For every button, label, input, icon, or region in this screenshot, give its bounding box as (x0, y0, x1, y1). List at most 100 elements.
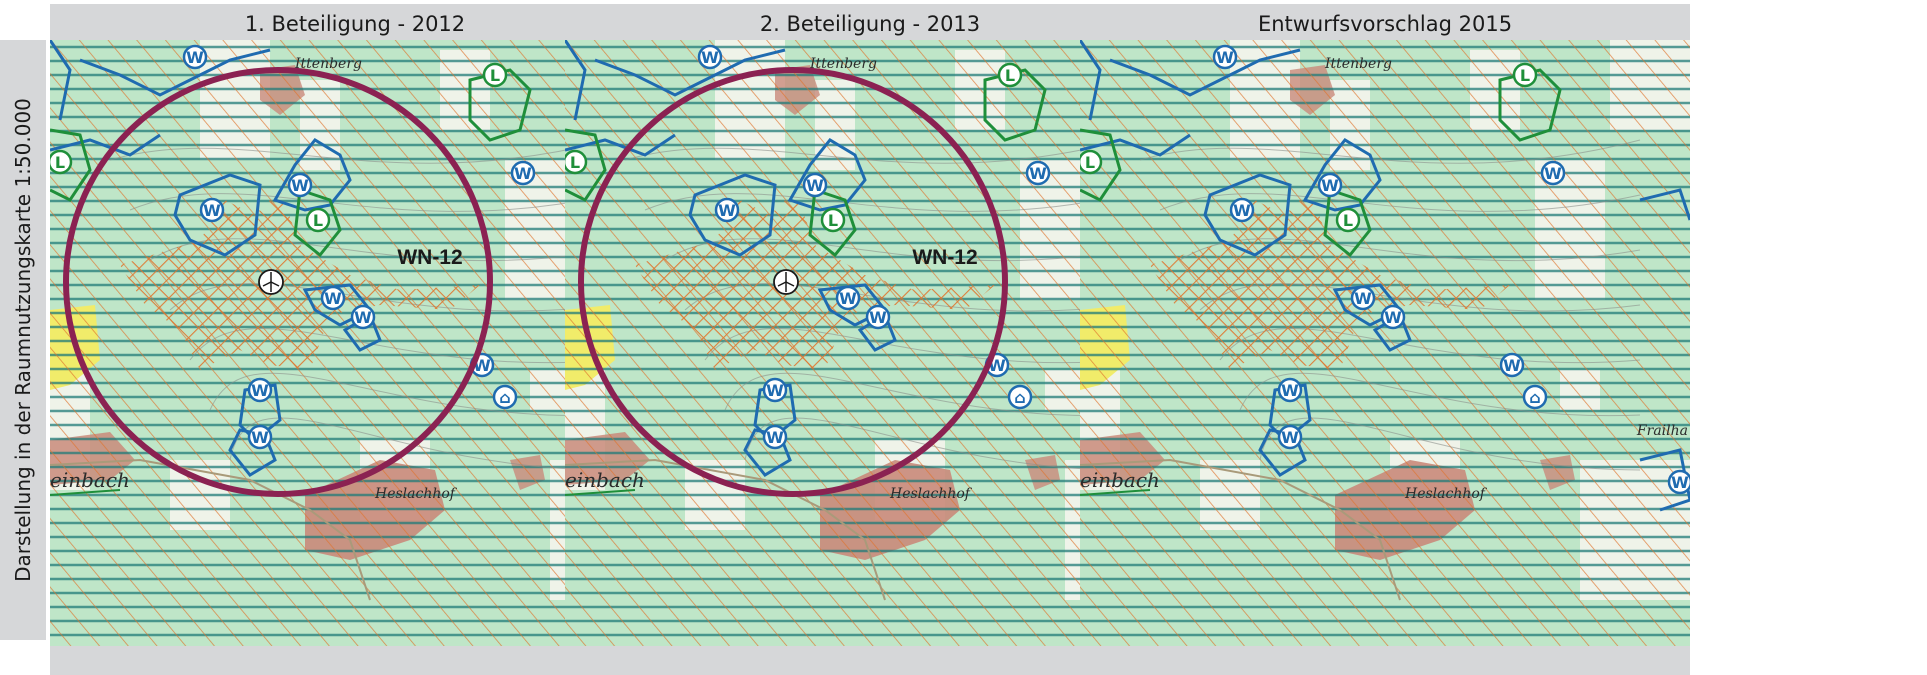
svg-text:W: W (701, 48, 719, 67)
svg-text:L: L (490, 66, 500, 85)
svg-text:W: W (869, 308, 887, 327)
water-boundary (272, 138, 352, 212)
area-label: WN-12 (397, 246, 462, 269)
water-boundary (688, 173, 777, 257)
svg-text:L: L (828, 211, 838, 230)
panel-footer (565, 646, 1175, 675)
side-label-text: Darstellung in der Raumnutzungskarte 1:5… (11, 98, 35, 582)
svg-text:W: W (186, 48, 204, 67)
landscape-icon: L (565, 149, 588, 175)
svg-text:W: W (806, 176, 824, 195)
landscape-icon: L (1080, 149, 1103, 175)
svg-text:⌂: ⌂ (499, 388, 510, 407)
water-icon: W (247, 377, 273, 403)
landscape-icon: L (820, 207, 846, 233)
water-icon: W (802, 172, 828, 198)
monument-icon: ⌂ (1522, 384, 1548, 410)
svg-text:W: W (1321, 176, 1339, 195)
svg-text:W: W (1233, 201, 1251, 220)
svg-text:W: W (718, 201, 736, 220)
svg-text:L: L (1343, 211, 1353, 230)
road (50, 489, 121, 496)
water-boundary (173, 173, 262, 257)
contour-line (1139, 139, 1641, 164)
svg-text:W: W (251, 381, 269, 400)
water-icon: W (714, 197, 740, 223)
place-name-north: Ittenberg (809, 56, 877, 72)
svg-text:W: W (1029, 164, 1047, 183)
svg-text:W: W (1216, 48, 1234, 67)
panel-title: 2. Beteiligung - 2013 (565, 4, 1175, 40)
water-icon: W (835, 285, 861, 311)
landscape-icon: L (482, 62, 508, 88)
landscape-boundary (293, 187, 342, 258)
contour-line (624, 139, 1126, 164)
water-icon: W (1540, 160, 1566, 186)
landscape-boundary (983, 68, 1047, 142)
place-name-west: einbach (1080, 468, 1160, 492)
water-icon: W (865, 304, 891, 330)
water-boundary (1080, 40, 1102, 121)
svg-text:W: W (324, 289, 342, 308)
water-icon: W (762, 424, 788, 450)
place-name-southeast: Heslachhof (889, 486, 973, 502)
place-name-east: Frailha (1636, 423, 1688, 439)
panel-title: Entwurfsvorschlag 2015 (1080, 4, 1690, 40)
water-icon: W (762, 377, 788, 403)
water-icon: W (1499, 352, 1525, 378)
concentration-circle (578, 67, 1008, 497)
water-boundary (1109, 48, 1301, 97)
place-name-southeast: Heslachhof (374, 486, 458, 502)
water-icon: W (1667, 469, 1690, 495)
svg-text:W: W (1503, 356, 1521, 375)
water-icon: W (199, 197, 225, 223)
place-name-west: einbach (50, 468, 130, 492)
side-label: Darstellung in der Raumnutzungskarte 1:5… (0, 40, 46, 640)
svg-text:L: L (55, 153, 65, 172)
svg-text:⌂: ⌂ (1014, 388, 1025, 407)
svg-text:⌂: ⌂ (1529, 388, 1540, 407)
svg-text:L: L (313, 211, 323, 230)
contour-line (209, 372, 611, 417)
contour-line (109, 139, 611, 164)
area-label: WN-12 (912, 246, 977, 269)
panel-title: 1. Beteiligung - 2012 (50, 4, 660, 40)
svg-text:W: W (203, 201, 221, 220)
landscape-boundary (565, 128, 607, 202)
road (565, 489, 636, 496)
water-icon: W (287, 172, 313, 198)
landscape-icon: L (997, 62, 1023, 88)
water-icon: W (350, 304, 376, 330)
panel-footer (1080, 646, 1690, 675)
svg-text:W: W (1281, 428, 1299, 447)
water-boundary (50, 133, 161, 157)
svg-text:W: W (839, 289, 857, 308)
concentration-circle (63, 67, 493, 497)
svg-text:W: W (1671, 473, 1689, 492)
water-boundary (565, 133, 676, 157)
monument-icon: ⌂ (492, 384, 518, 410)
water-icon: W (1212, 44, 1238, 70)
contour-line (724, 372, 1126, 417)
map-panel: WLWWLLWWWWWWW⌂IttenbergHeslachhofeinbach… (50, 40, 660, 646)
landscape-icon: L (1512, 62, 1538, 88)
water-icon: W (1025, 160, 1051, 186)
svg-text:L: L (1520, 66, 1530, 85)
svg-text:W: W (354, 308, 372, 327)
svg-text:W: W (766, 381, 784, 400)
water-icon: W (1277, 377, 1303, 403)
place-name-north: Ittenberg (294, 56, 362, 72)
svg-text:L: L (1085, 153, 1095, 172)
panel-2013: 2. Beteiligung - 2013 WLWWLLWWWWWWW⌂Itte… (565, 0, 1175, 675)
water-icon: W (320, 285, 346, 311)
wind-turbine-icon (258, 269, 284, 295)
water-boundary (1080, 133, 1191, 157)
monument-icon: ⌂ (1007, 384, 1033, 410)
landscape-boundary (50, 128, 92, 202)
map-svg: WLWWLLWWWWWWW⌂IttenbergHeslachhofeinbach… (50, 40, 660, 646)
water-boundary (50, 40, 72, 121)
water-icon: W (1277, 424, 1303, 450)
water-icon: W (1380, 304, 1406, 330)
landscape-icon: L (1335, 207, 1361, 233)
